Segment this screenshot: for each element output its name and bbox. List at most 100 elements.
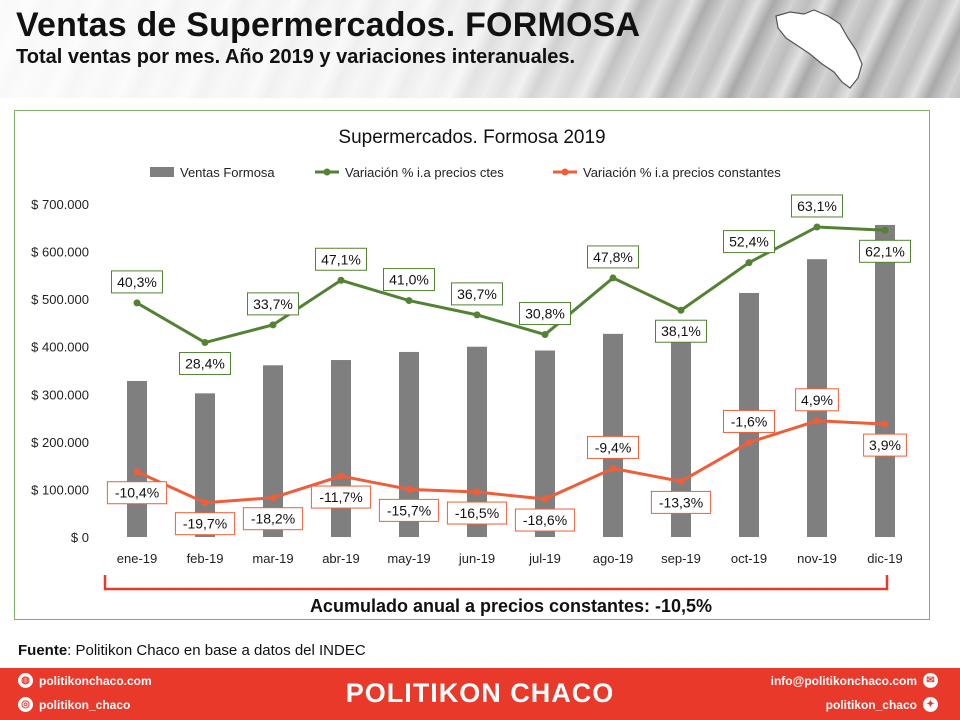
data-label-text: -18,6%: [523, 512, 567, 528]
bar-ene-19: [127, 380, 147, 537]
data-label-box: [242, 507, 304, 531]
footer-twitter[interactable]: politikon_chaco ✦: [826, 697, 938, 712]
series-precios-constantes-data-label: -1,6%: [723, 409, 775, 433]
chart-frame: Supermercados. Formosa 2019 Ventas Formo…: [14, 110, 930, 620]
series-precios-ctes-point: [677, 306, 685, 314]
series-precios-constantes-data-label: -11,7%: [310, 485, 372, 509]
data-label-box: [863, 433, 907, 457]
series-precios-ctes-point: [133, 299, 141, 307]
series-precios-constantes-data-label: -16,5%: [446, 501, 508, 525]
twitter-icon: ✦: [923, 697, 938, 712]
data-label-text: 36,7%: [457, 286, 497, 302]
y-tick-label: $ 600.000: [31, 245, 89, 260]
y-tick-label: $ 300.000: [31, 387, 89, 402]
bar-mar-19: [263, 365, 283, 537]
series-precios-constantes-point: [541, 495, 549, 503]
data-label-text: -10,4%: [115, 485, 159, 501]
series-precios-ctes-data-label: 47,8%: [587, 245, 639, 269]
data-label-text: 63,1%: [797, 198, 837, 214]
combo-chart: Supermercados. Formosa 2019 Ventas Formo…: [31, 127, 911, 616]
page-subtitle: Total ventas por mes. Año 2019 y variaci…: [16, 46, 576, 68]
x-tick-label: feb-19: [187, 551, 224, 566]
formosa-map-icon: [775, 9, 863, 89]
source-text: : Politikon Chaco en base a datos del IN…: [67, 642, 366, 659]
series-precios-ctes-data-label: 33,7%: [247, 292, 299, 316]
series-precios-constantes-data-label: -10,4%: [106, 481, 168, 505]
series-precios-ctes-point: [745, 259, 753, 267]
series-precios-constantes-point: [133, 468, 141, 476]
footer-brand: POLITIKON CHACO: [345, 678, 615, 708]
series-precios-constantes-data-label: -13,3%: [650, 490, 712, 514]
series-precios-constantes-point: [337, 472, 345, 480]
series-precios-ctes-data-label: 28,4%: [179, 352, 231, 376]
series-precios-ctes-data-label: 47,1%: [315, 247, 367, 271]
bar-jul-19: [535, 350, 555, 537]
data-label-box: [655, 319, 707, 343]
y-tick-label: $ 100.000: [31, 482, 89, 497]
series-precios-ctes-point: [337, 276, 345, 284]
series-precios-ctes-data-label: 30,8%: [519, 302, 571, 326]
data-label-text: 28,4%: [185, 356, 225, 372]
footer-email[interactable]: info@politikonchaco.com ✉: [771, 673, 938, 688]
legend-label: Ventas Formosa: [180, 165, 275, 180]
globe-icon: ◍: [18, 673, 33, 688]
series-precios-ctes-point: [541, 331, 549, 339]
annotation-group: Acumulado anual a precios constantes: -1…: [103, 575, 889, 616]
data-label-box: [174, 512, 236, 536]
header-banner: Ventas de Supermercados. FORMOSA Total v…: [0, 0, 960, 98]
series-precios-constantes-point: [609, 464, 617, 472]
x-tick-label: dic-19: [867, 551, 902, 566]
series-precios-constantes-data-label: -18,2%: [242, 507, 304, 531]
data-label-box: [519, 302, 571, 326]
y-tick-label: $ 200.000: [31, 435, 89, 450]
source-note: Fuente: Politikon Chaco en base a datos …: [18, 642, 366, 659]
data-label-box: [723, 409, 775, 433]
annotation-bracket: [103, 575, 889, 591]
data-label-box: [587, 245, 639, 269]
data-label-text: 3,9%: [869, 437, 901, 453]
data-label-box: [451, 282, 503, 306]
series-precios-ctes-point: [269, 321, 277, 329]
data-label-text: 41,0%: [389, 272, 429, 288]
series-precios-constantes-data-label: 4,9%: [795, 388, 839, 412]
legend-swatch-point: [561, 168, 569, 176]
data-label-text: -16,5%: [455, 505, 499, 521]
series-precios-constantes-point: [201, 499, 209, 507]
page-title: Ventas de Supermercados. FORMOSA: [16, 6, 641, 44]
series-precios-constantes-data-label: 3,9%: [863, 433, 907, 457]
data-label-text: 52,4%: [729, 234, 769, 250]
data-label-text: 30,8%: [525, 306, 565, 322]
series-precios-constantes-point: [405, 485, 413, 493]
footer-instagram[interactable]: ◎ politikon_chaco: [18, 697, 130, 712]
series-precios-constantes-point: [745, 438, 753, 446]
series-precios-ctes-data-label: 63,1%: [791, 194, 843, 218]
footer-twitter-text: politikon_chaco: [825, 697, 917, 712]
series-precios-constantes-point: [881, 420, 889, 428]
series-precios-constantes-point: [813, 417, 821, 425]
series-precios-ctes-data-label: 52,4%: [723, 230, 775, 254]
series-precios-ctes-data-label: 38,1%: [655, 319, 707, 343]
series-precios-ctes-point: [201, 339, 209, 347]
data-label-text: -19,7%: [183, 516, 227, 532]
y-tick-label: $ 400.000: [31, 340, 89, 355]
data-label-box: [111, 270, 163, 294]
series-precios-constantes-point: [677, 477, 685, 485]
series-precios-constantes-data-label: -15,7%: [378, 498, 440, 522]
footer-website[interactable]: ◍ politikonchaco.com: [18, 673, 152, 688]
data-label-text: 62,1%: [865, 243, 905, 259]
data-label-text: -13,3%: [659, 494, 703, 510]
legend-item-2: Variación % i.a precios ctes: [315, 165, 504, 180]
data-label-text: 47,1%: [321, 251, 361, 267]
x-tick-label: sep-19: [661, 551, 701, 566]
footer-website-text: politikonchaco.com: [39, 673, 152, 688]
series-precios-constantes-point: [269, 494, 277, 502]
series-precios-ctes-data-label: 41,0%: [383, 268, 435, 292]
chart-title: Supermercados. Formosa 2019: [338, 127, 605, 148]
bar-dic-19: [875, 224, 895, 537]
x-tick-label: oct-19: [731, 551, 767, 566]
data-label-box: [650, 490, 712, 514]
instagram-icon: ◎: [18, 697, 33, 712]
legend-swatch-point: [323, 168, 331, 176]
header-fade: [0, 0, 720, 98]
series-precios-constantes-line: [136, 419, 886, 505]
